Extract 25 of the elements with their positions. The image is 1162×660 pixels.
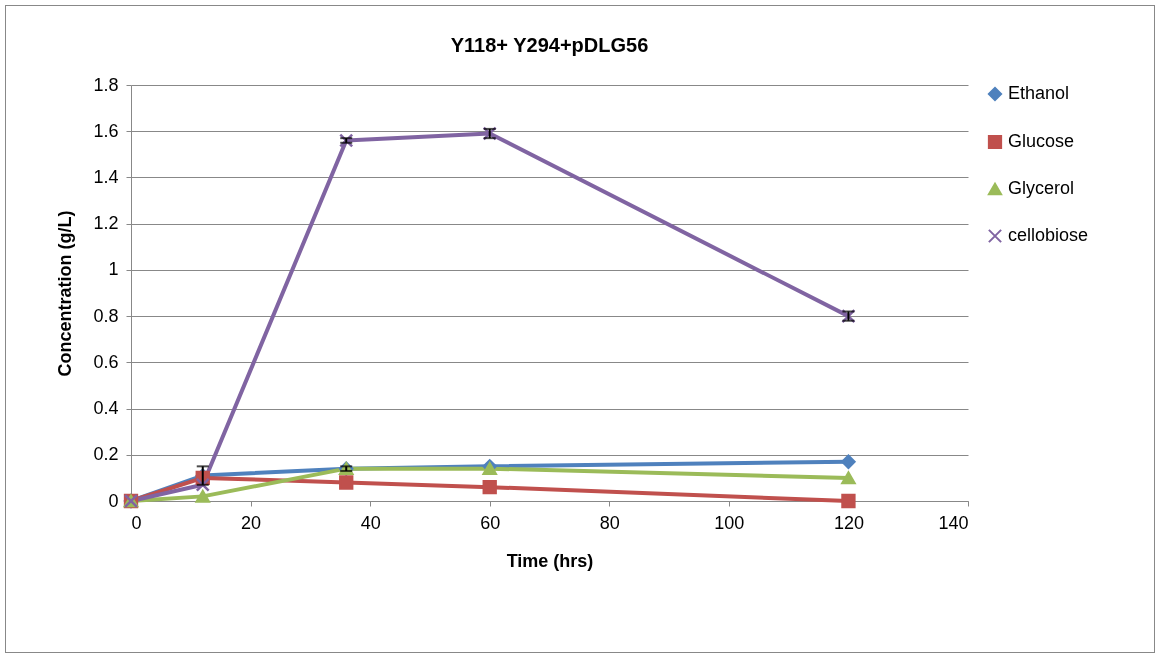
legend-label: Glucose [1008, 131, 1075, 151]
y-tick-label: 1.4 [93, 166, 119, 187]
y-tick-label: 1.6 [93, 120, 119, 141]
x-axis-title: Time (hrs) [506, 550, 594, 571]
legend-label: Glycerol [1008, 178, 1075, 198]
y-axis-title: Concentration (g/L) [55, 210, 76, 377]
chart-title: Y118+ Y294+pDLG56 [450, 34, 649, 56]
x-tick-label: 80 [599, 512, 620, 533]
legend-label: cellobiose [1008, 225, 1089, 245]
y-tick-label: 0.2 [93, 444, 119, 465]
x-tick-label: 0 [131, 512, 142, 533]
y-tick-label: 1.2 [93, 213, 119, 234]
y-tick-label: 0 [108, 490, 119, 511]
y-tick-label: 1 [108, 259, 119, 280]
legend-label: Ethanol [1008, 83, 1070, 103]
x-tick-label: 60 [480, 512, 501, 533]
x-tick-label: 100 [714, 512, 745, 533]
x-tick-label: 20 [241, 512, 262, 533]
x-tick-label: 140 [938, 512, 969, 533]
x-tick-label: 40 [360, 512, 381, 533]
y-tick-label: 0.6 [93, 351, 119, 372]
y-tick-label: 0.4 [93, 398, 119, 419]
y-tick-label: 0.8 [93, 305, 119, 326]
y-tick-label: 1.8 [93, 74, 119, 95]
x-tick-label: 120 [833, 512, 864, 533]
